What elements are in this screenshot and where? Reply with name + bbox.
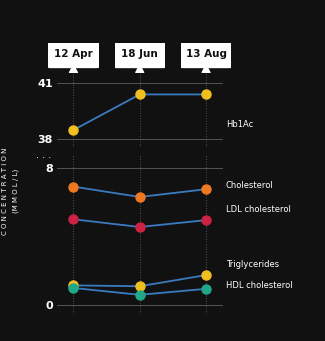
Polygon shape	[136, 65, 144, 73]
Text: 12 Apr: 12 Apr	[54, 49, 93, 59]
Text: HDL cholesterol: HDL cholesterol	[226, 281, 292, 290]
FancyBboxPatch shape	[47, 43, 100, 68]
Polygon shape	[202, 65, 210, 73]
Text: Hb1Ac: Hb1Ac	[226, 120, 253, 129]
Polygon shape	[70, 65, 77, 73]
Text: Triglycerides: Triglycerides	[226, 260, 279, 269]
FancyBboxPatch shape	[113, 43, 166, 68]
Text: . . .: . . .	[36, 150, 51, 160]
FancyBboxPatch shape	[180, 43, 232, 68]
Text: LDL cholesterol: LDL cholesterol	[226, 205, 291, 214]
Text: C O N C E N T R A T I O N
(M M O L / L): C O N C E N T R A T I O N (M M O L / L)	[2, 147, 19, 235]
Text: 18 Jun: 18 Jun	[121, 49, 158, 59]
Text: Cholesterol: Cholesterol	[226, 181, 274, 190]
Text: 13 Aug: 13 Aug	[186, 49, 227, 59]
